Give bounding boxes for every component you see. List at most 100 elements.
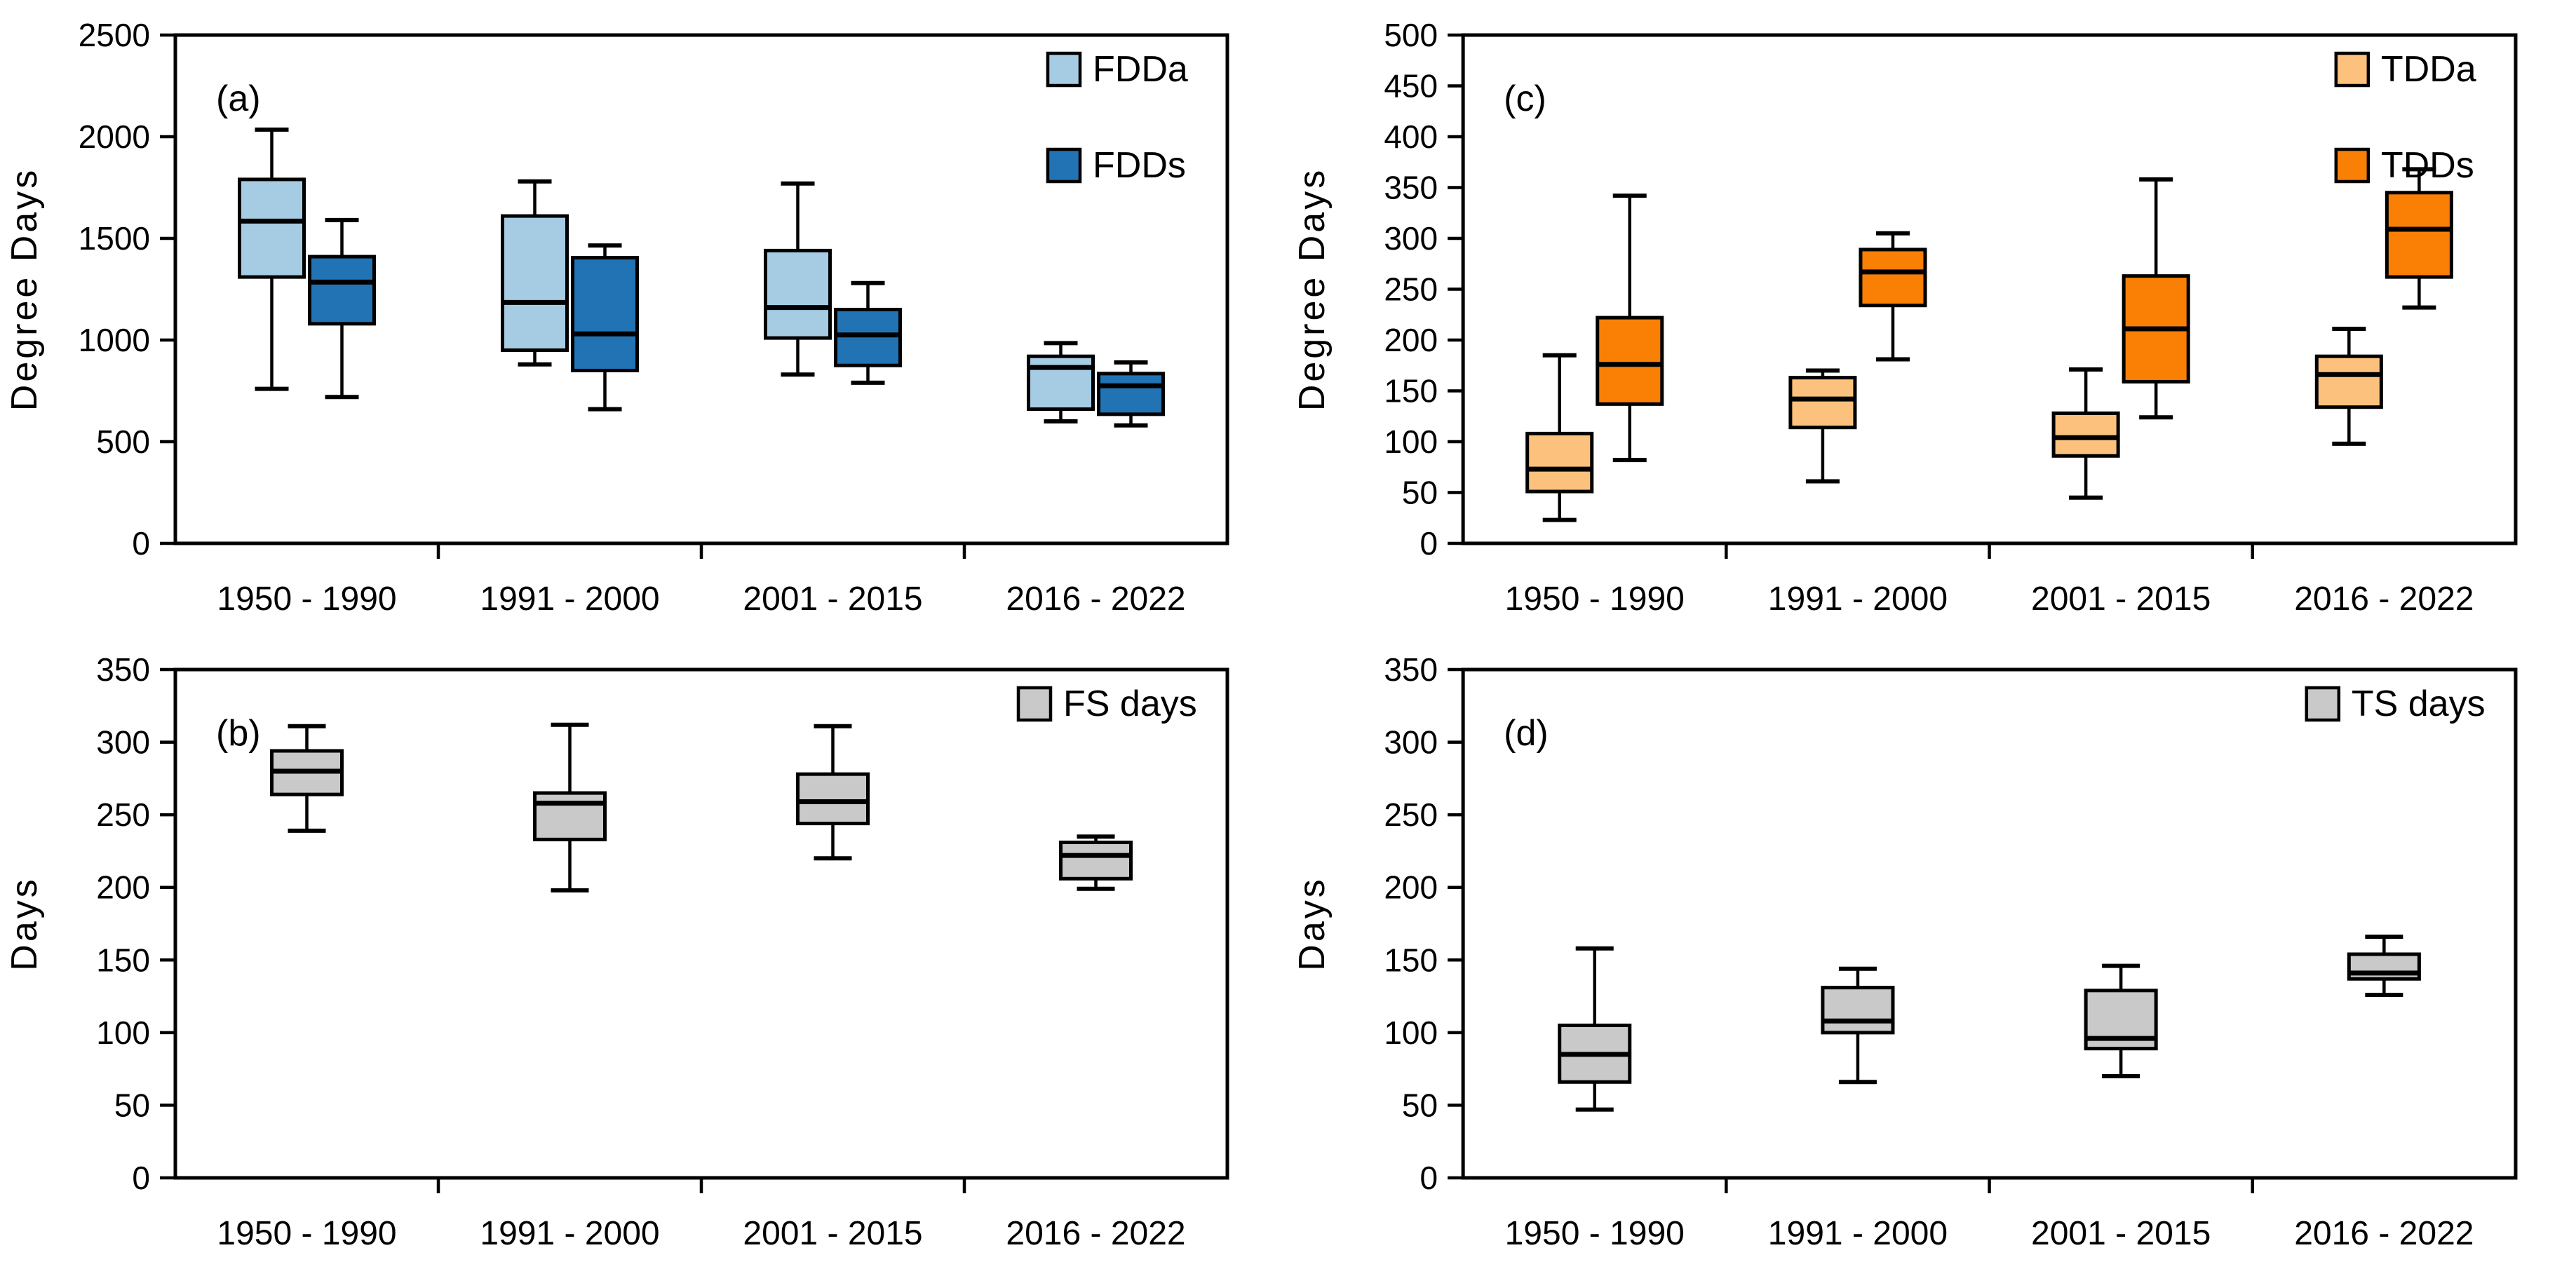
y-axis-tick-label: 500 xyxy=(96,423,150,460)
box-rect xyxy=(571,256,639,372)
y-axis-tick-label: 250 xyxy=(1384,271,1438,308)
box-ts-days-2016-2022 xyxy=(2347,935,2421,997)
x-axis-category-label: 1950 - 1990 xyxy=(1505,581,1685,618)
y-axis-title: Degree Days xyxy=(4,168,45,411)
box-tdds-1950-1990 xyxy=(1596,194,1664,463)
y-axis-title: Days xyxy=(4,876,45,970)
y-axis-tick-label: 100 xyxy=(1384,1014,1438,1051)
y-axis-tick-label: 200 xyxy=(96,869,150,906)
y-axis-tick-label: 250 xyxy=(1384,796,1438,833)
box-rect xyxy=(796,772,870,826)
y-axis-tick-label: 0 xyxy=(1420,1160,1438,1196)
y-axis-tick-label: 50 xyxy=(1402,475,1438,511)
y-axis-tick-label: 200 xyxy=(1384,869,1438,906)
y-axis-tick-label: 50 xyxy=(114,1087,150,1123)
box-rect xyxy=(501,214,569,352)
box-fdds-1950-1990 xyxy=(308,217,376,400)
box-tdda-2001-2015 xyxy=(2051,367,2120,500)
box-rect xyxy=(308,255,376,326)
y-axis-tick-label: 350 xyxy=(1384,651,1438,688)
box-fs-days-2016-2022 xyxy=(1059,834,1133,891)
box-tdds-2016-2022 xyxy=(2385,167,2453,310)
y-axis-tick-label: 300 xyxy=(1384,220,1438,257)
x-axis-category-label: 1950 - 1990 xyxy=(217,1215,396,1252)
x-axis-category-label: 2001 - 2015 xyxy=(2031,1215,2211,1252)
panel-d: 0 50 100 150 200 250 300 350 1950 - 1990 1991 - 2… xyxy=(1288,634,2576,1269)
legend-swatch-tdda xyxy=(2334,51,2371,88)
panel-label: (b) xyxy=(216,713,261,754)
box-tdda-2016-2022 xyxy=(2314,327,2383,446)
y-axis-tick-label: 300 xyxy=(1384,724,1438,761)
x-axis-category-label: 2016 - 2022 xyxy=(2294,1215,2474,1252)
x-axis-category-label: 1991 - 2000 xyxy=(1768,581,1948,618)
box-fdda-2001-2015 xyxy=(764,181,832,377)
box-fs-days-2001-2015 xyxy=(796,724,870,861)
legend-swatch-fs-days xyxy=(1016,686,1053,722)
y-axis-tick-label: 450 xyxy=(1384,68,1438,104)
box-rect xyxy=(533,791,607,841)
x-axis-category-label: 2016 - 2022 xyxy=(1006,581,1185,618)
legend-swatch-fdda xyxy=(1046,51,1082,88)
legend-swatch-tdds xyxy=(2334,147,2371,184)
box-rect xyxy=(764,248,832,340)
y-axis-tick-label: 350 xyxy=(1384,170,1438,206)
panel-b-chart: 0 50 100 150 200 250 300 350 1950 - 1990 1991 - 2… xyxy=(4,651,1229,1252)
x-axis-category-label: 1991 - 2000 xyxy=(480,581,659,618)
y-axis-tick-label: 2000 xyxy=(79,118,150,155)
x-axis-category-label: 1950 - 1990 xyxy=(217,581,396,618)
plot-frame xyxy=(173,667,1229,1180)
box-rect xyxy=(1821,986,1895,1035)
legend-label: TDDs xyxy=(2381,145,2474,186)
x-axis-category-label: 1991 - 2000 xyxy=(480,1215,659,1252)
legend-label: FS days xyxy=(1063,684,1197,724)
x-axis-category-label: 2001 - 2015 xyxy=(2031,581,2211,618)
x-axis-category-label: 2001 - 2015 xyxy=(743,581,922,618)
x-axis-category-label: 2016 - 2022 xyxy=(1006,1215,1185,1252)
box-rect xyxy=(238,177,306,279)
plot-frame xyxy=(1461,33,2518,545)
y-axis-tick-label: 150 xyxy=(96,942,150,978)
box-rect xyxy=(2314,354,2383,409)
x-axis-category-label: 2016 - 2022 xyxy=(2294,581,2474,618)
box-tdda-1950-1990 xyxy=(1525,353,1594,522)
box-fs-days-1991-2000 xyxy=(533,722,607,893)
y-axis-tick-label: 350 xyxy=(96,651,150,688)
y-axis-tick-label: 500 xyxy=(1384,17,1438,53)
y-axis-tick-label: 1500 xyxy=(79,220,150,257)
box-ts-days-1991-2000 xyxy=(1821,966,1895,1085)
box-fdda-1950-1990 xyxy=(238,127,306,391)
box-fdds-2001-2015 xyxy=(834,280,902,385)
legend-label: TDDa xyxy=(2381,49,2476,90)
y-axis-tick-label: 1000 xyxy=(79,322,150,358)
y-axis-title: Days xyxy=(1292,876,1333,970)
box-rect xyxy=(1596,315,1664,406)
y-axis-tick-label: 0 xyxy=(132,525,150,562)
box-rect xyxy=(834,308,902,367)
box-fdda-2016-2022 xyxy=(1027,341,1095,423)
y-axis-tick-label: 0 xyxy=(132,1160,150,1196)
y-axis-title: Degree Days xyxy=(1292,168,1333,411)
box-tdds-2001-2015 xyxy=(2122,177,2190,420)
panel-label: (c) xyxy=(1504,79,1546,119)
box-fdda-1991-2000 xyxy=(501,179,569,367)
y-axis-tick-label: 50 xyxy=(1402,1087,1438,1123)
panel-c-chart: 0 50 100 150 200 250 300 350 400 450 500 1950 - 199… xyxy=(1292,17,2518,618)
box-tdds-1991-2000 xyxy=(1859,231,1927,362)
panel-label: (d) xyxy=(1504,713,1549,754)
legend-label: FDDs xyxy=(1093,145,1186,186)
box-rect xyxy=(1525,431,1594,494)
box-fdds-2016-2022 xyxy=(1097,360,1165,428)
box-rect xyxy=(1788,376,1857,430)
legend-swatch-ts-days xyxy=(2305,686,2341,722)
x-axis-category-label: 1991 - 2000 xyxy=(1768,1215,1948,1252)
y-axis-tick-label: 0 xyxy=(1420,525,1438,562)
panel-a-chart: 0 500 1000 1500 2000 2500 1950 - 1990 1991 - 20… xyxy=(4,17,1229,618)
box-rect xyxy=(1059,841,1133,881)
legend-label: TS days xyxy=(2352,684,2486,724)
panel-b: 0 50 100 150 200 250 300 350 1950 - 1990 1991 - 2… xyxy=(0,634,1288,1269)
legend-label: FDDa xyxy=(1093,49,1188,90)
box-ts-days-1950-1990 xyxy=(1558,946,1632,1112)
panel-label: (a) xyxy=(216,79,261,119)
panel-a: 0 500 1000 1500 2000 2500 1950 - 1990 1991 - 20… xyxy=(0,0,1288,634)
